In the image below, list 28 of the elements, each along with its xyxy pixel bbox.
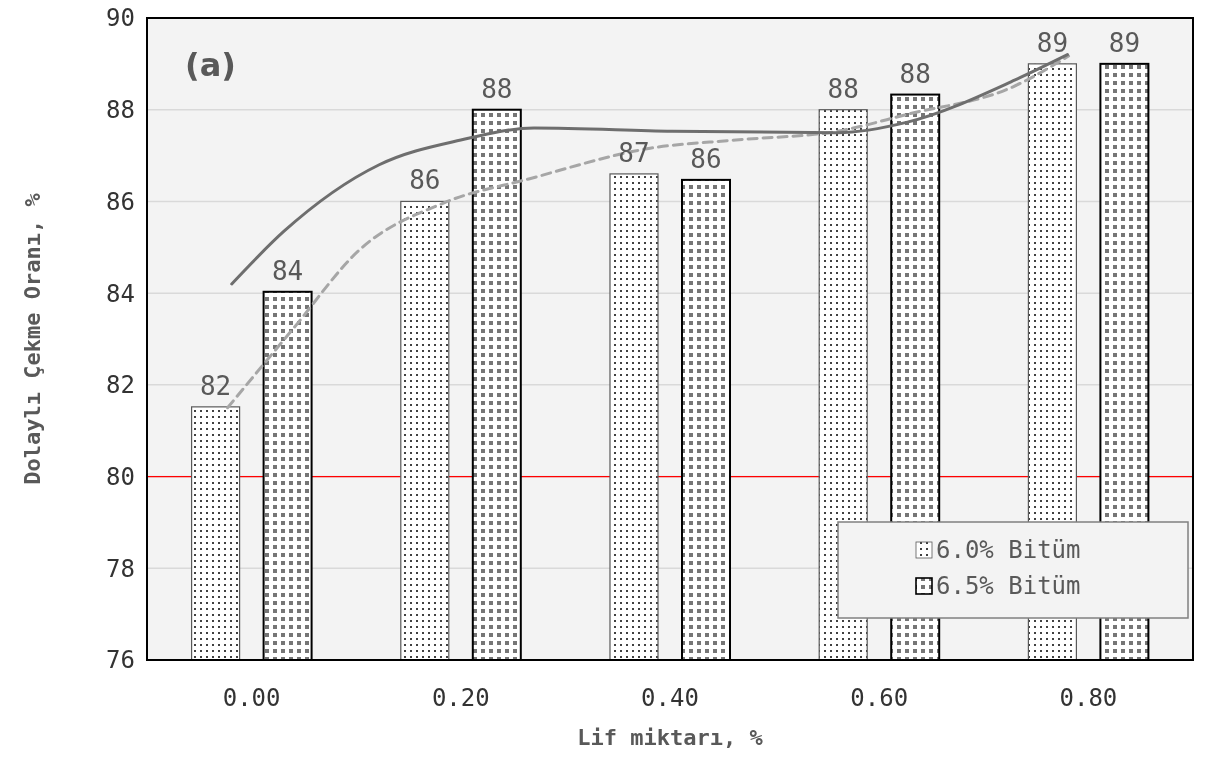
data-label: 84 bbox=[271, 255, 304, 286]
annotation: (a) bbox=[185, 46, 236, 84]
data-label: 89 bbox=[1036, 27, 1069, 58]
data-label: 86 bbox=[690, 143, 722, 174]
data-label: 87 bbox=[618, 137, 650, 168]
legend-label: 6.0% Bitüm bbox=[936, 536, 1081, 565]
y-tick-label: 88 bbox=[106, 96, 135, 125]
x-tick-label: 0.20 bbox=[431, 684, 490, 712]
y-tick-label: 76 bbox=[106, 646, 135, 675]
x-tick-label: 0.40 bbox=[641, 684, 699, 712]
y-axis-title: Dolaylı Çekme Oranı, % bbox=[20, 192, 45, 485]
x-axis-title: Lif miktarı, % bbox=[577, 725, 764, 750]
y-tick-label: 84 bbox=[106, 279, 135, 308]
x-tick-label: 0.80 bbox=[1059, 684, 1118, 712]
y-tick-label: 82 bbox=[106, 371, 135, 400]
y-tick-label: 80 bbox=[106, 462, 135, 491]
data-label: 86 bbox=[409, 165, 441, 196]
data-label: 88 bbox=[899, 58, 931, 89]
data-label: 88 bbox=[481, 73, 513, 104]
y-tick-label: 90 bbox=[106, 4, 135, 33]
data-label: 88 bbox=[827, 73, 859, 104]
data-label: 82 bbox=[199, 370, 232, 401]
x-tick-label: 0.60 bbox=[850, 684, 909, 712]
x-tick-label: 0.00 bbox=[222, 684, 281, 712]
data-label: 89 bbox=[1108, 27, 1141, 58]
y-tick-label: 78 bbox=[106, 554, 135, 583]
legend-label: 6.5% Bitüm bbox=[936, 572, 1081, 601]
y-tick-label: 86 bbox=[106, 187, 135, 216]
